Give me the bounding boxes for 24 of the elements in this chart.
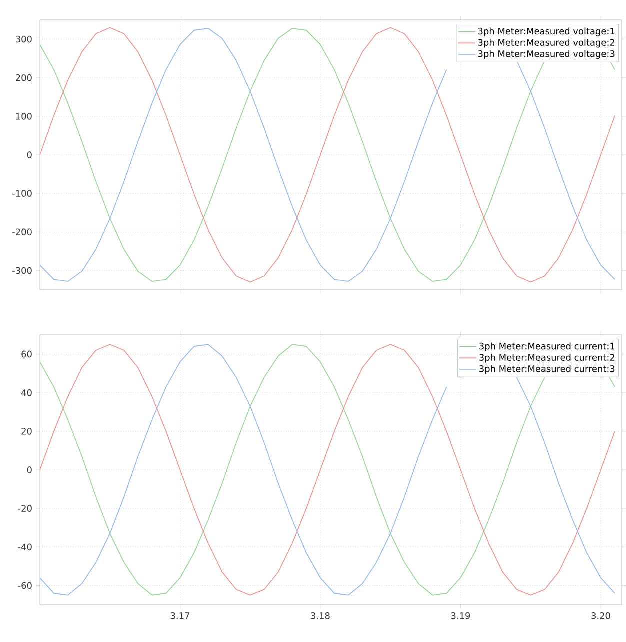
y-tick-label: 100 [16,113,32,120]
legend-label: 3ph Meter:Measured current:3 [480,365,615,374]
x-tick-label: 3.17 [170,612,190,620]
x-tick-label: 3.18 [311,612,330,620]
legend-label: 3ph Meter:Measured current:2 [480,354,615,363]
y-tick-label: 200 [16,74,32,82]
legend-label: 3ph Meter:Measured voltage:2 [478,39,615,48]
y-tick-label: 300 [16,36,32,43]
y-tick-label: -40 [18,544,32,551]
y-tick-label: -300 [12,267,32,274]
y-tick-label: -20 [18,505,32,512]
y-tick-label: 20 [22,428,32,435]
y-tick-label: 40 [22,389,32,396]
legend-label: 3ph Meter:Measured voltage:1 [478,28,615,36]
legend-label: 3ph Meter:Measured current:1 [480,342,615,352]
y-tick-label: -60 [18,582,32,590]
y-tick-label: -100 [12,190,32,197]
y-tick-label: 0 [27,152,32,158]
y-tick-label: 60 [22,350,32,358]
y-tick-label: 0 [27,466,32,474]
x-tick-label: 3.19 [451,612,470,620]
legend-label: 3ph Meter:Measured voltage:3 [478,50,615,60]
y-tick-label: -200 [12,228,32,236]
x-tick-label: 3.20 [592,612,610,620]
